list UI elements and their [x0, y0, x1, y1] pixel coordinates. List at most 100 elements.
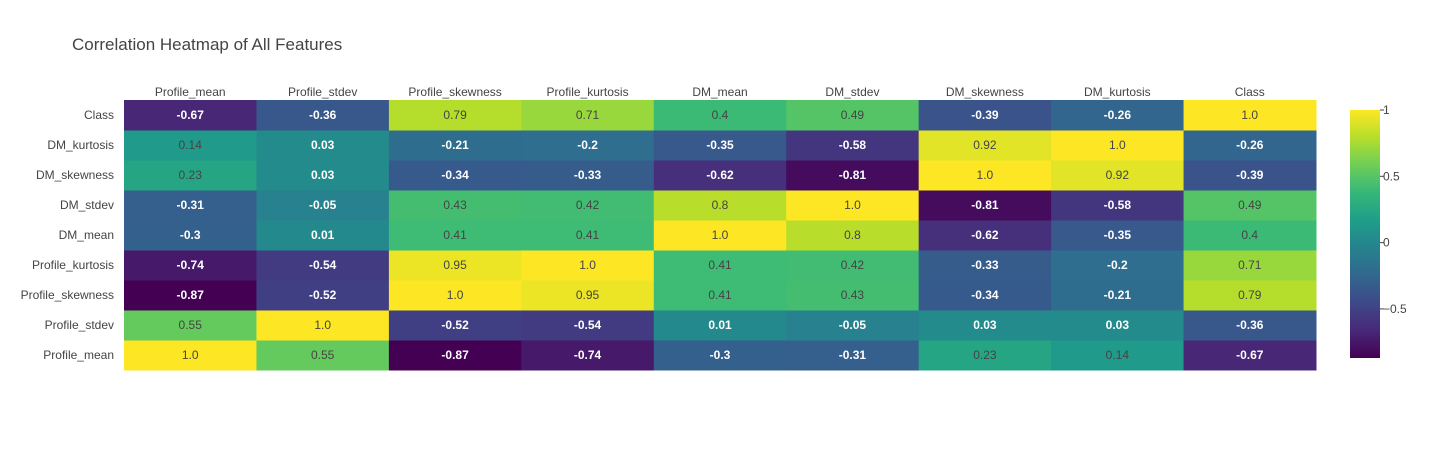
colorbar-tick-label: 0.5 [1383, 169, 1400, 183]
heatmap-cell [256, 310, 390, 341]
cell-value-label: -0.34 [971, 288, 999, 302]
cell-value-label: -0.81 [971, 198, 999, 212]
heatmap-cell [918, 340, 1052, 371]
heatmap-cell [1051, 190, 1185, 221]
cell-value-label: 0.49 [841, 108, 865, 122]
heatmap-cell [786, 160, 920, 191]
cell-value-label: 0.23 [973, 348, 997, 362]
heatmap-cell [1183, 220, 1317, 251]
cell-value-label: -0.81 [839, 168, 867, 182]
y-tick-label: Profile_stdev [45, 318, 114, 332]
cell-value-label: 1.0 [314, 318, 331, 332]
cell-value-label: -0.52 [309, 288, 337, 302]
colorbar-tick-label: −0.5 [1383, 302, 1407, 316]
cell-value-label: 0.4 [1241, 228, 1258, 242]
cell-value-label: 0.43 [443, 198, 467, 212]
cell-value-label: 0.55 [311, 348, 335, 362]
cell-value-label: 1.0 [1241, 108, 1258, 122]
cell-value-label: 1.0 [712, 228, 729, 242]
heatmap-cell [256, 160, 390, 191]
heatmap-cell [521, 190, 655, 221]
heatmap-cell [521, 310, 655, 341]
heatmap-cell [388, 250, 522, 281]
cell-value-label: -0.62 [706, 168, 734, 182]
heatmap-cell [786, 100, 920, 131]
cell-value-label: 0.03 [311, 138, 335, 152]
cell-value-label: -0.34 [441, 168, 469, 182]
cell-value-label: -0.26 [1104, 108, 1132, 122]
cell-value-label: -0.3 [710, 348, 731, 362]
heatmap-cell [388, 310, 522, 341]
heatmap-cell [1051, 280, 1185, 311]
heatmap-cells [124, 100, 1317, 371]
heatmap-cell [1051, 250, 1185, 281]
cell-value-label: 0.42 [576, 198, 600, 212]
heatmap-cell [1051, 100, 1185, 131]
cell-value-label: -0.33 [574, 168, 602, 182]
cell-value-label: -0.26 [1236, 138, 1264, 152]
heatmap-cell [786, 280, 920, 311]
y-tick-label: Profile_skewness [21, 288, 114, 302]
cell-value-label: 0.01 [708, 318, 732, 332]
heatmap-cell [918, 130, 1052, 161]
heatmap-cell [124, 160, 257, 191]
cell-value-label: 0.03 [1106, 318, 1130, 332]
heatmap-cell [786, 310, 920, 341]
heatmap-cell [786, 130, 920, 161]
heatmap-cell [388, 130, 522, 161]
heatmap-cell [124, 280, 257, 311]
heatmap-cell [918, 220, 1052, 251]
heatmap-cell [521, 100, 655, 131]
heatmap-cell [521, 130, 655, 161]
x-tick-label: DM_skewness [946, 85, 1024, 99]
cell-value-label: -0.2 [577, 138, 598, 152]
x-tick-label: DM_kurtosis [1084, 85, 1151, 99]
heatmap-cell [256, 130, 390, 161]
cell-value-label: 0.92 [1106, 168, 1130, 182]
heatmap-cell [124, 190, 257, 221]
x-tick-label: DM_mean [692, 85, 747, 99]
heatmap-cell [521, 280, 655, 311]
cell-value-label: -0.54 [574, 318, 602, 332]
cell-value-label: 0.03 [973, 318, 997, 332]
cell-value-label: -0.2 [1107, 258, 1128, 272]
heatmap-cell [1051, 160, 1185, 191]
heatmap-cell [388, 220, 522, 251]
heatmap-cell [653, 130, 787, 161]
heatmap-cell [918, 160, 1052, 191]
heatmap-cell [653, 100, 787, 131]
cell-value-label: -0.31 [177, 198, 205, 212]
cell-value-label: 0.42 [841, 258, 865, 272]
heatmap-cell-labels: 1.0 0.55 -0.87 -0.74 -0.3 -0.31 0.23 0.14 -0.67 0… [177, 108, 1264, 362]
heatmap-cell [256, 340, 390, 371]
heatmap-cell [388, 190, 522, 221]
cell-value-label: -0.36 [1236, 318, 1264, 332]
cell-value-label: 1.0 [977, 168, 994, 182]
heatmap-cell [256, 100, 390, 131]
cell-value-label: -0.35 [706, 138, 734, 152]
heatmap-cell [1051, 220, 1185, 251]
cell-value-label: 0.4 [712, 108, 729, 122]
cell-value-label: 0.23 [179, 168, 203, 182]
heatmap-cell [256, 220, 390, 251]
heatmap-cell [1183, 250, 1317, 281]
heatmap-cell [1183, 340, 1317, 371]
heatmap-cell [786, 340, 920, 371]
cell-value-label: 1.0 [447, 288, 464, 302]
heatmap-cell [653, 280, 787, 311]
cell-value-label: 0.14 [1106, 348, 1130, 362]
cell-value-label: 1.0 [182, 348, 199, 362]
cell-value-label: 0.01 [311, 228, 335, 242]
cell-value-label: -0.87 [441, 348, 469, 362]
y-axis-ticks: Profile_mean Profile_stdev Profile_skewnes… [21, 108, 114, 362]
y-tick-label: Profile_mean [43, 348, 114, 362]
cell-value-label: 1.0 [579, 258, 596, 272]
cell-value-label: 0.41 [708, 288, 732, 302]
cell-value-label: -0.3 [180, 228, 201, 242]
y-tick-label: Class [84, 108, 114, 122]
heatmap-cell [1051, 130, 1185, 161]
heatmap-cell [653, 190, 787, 221]
y-tick-label: DM_mean [59, 228, 114, 242]
heatmap-cell [786, 190, 920, 221]
